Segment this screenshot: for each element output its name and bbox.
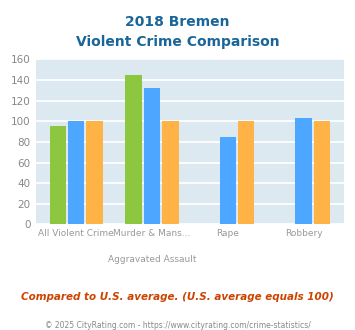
Bar — [238, 121, 255, 224]
Text: 2018 Bremen: 2018 Bremen — [125, 15, 230, 29]
Text: Bremen: Bremen — [82, 256, 130, 266]
Bar — [68, 121, 84, 224]
Text: © 2025 CityRating.com - https://www.cityrating.com/crime-statistics/: © 2025 CityRating.com - https://www.city… — [45, 321, 310, 330]
Bar — [295, 118, 312, 224]
Text: Aggravated Assault: Aggravated Assault — [108, 255, 196, 264]
Bar — [139, 254, 171, 268]
Bar — [144, 88, 160, 224]
Text: Indiana: Indiana — [178, 256, 224, 266]
Bar — [162, 121, 179, 224]
Text: Violent Crime Comparison: Violent Crime Comparison — [76, 35, 279, 49]
Bar — [219, 137, 236, 224]
Text: National: National — [264, 256, 316, 266]
Bar — [225, 254, 257, 268]
Bar — [86, 121, 103, 224]
Bar — [50, 126, 66, 224]
Text: Compared to U.S. average. (U.S. average equals 100): Compared to U.S. average. (U.S. average … — [21, 292, 334, 302]
Bar — [125, 75, 142, 224]
Bar — [43, 254, 75, 268]
Bar — [313, 121, 330, 224]
